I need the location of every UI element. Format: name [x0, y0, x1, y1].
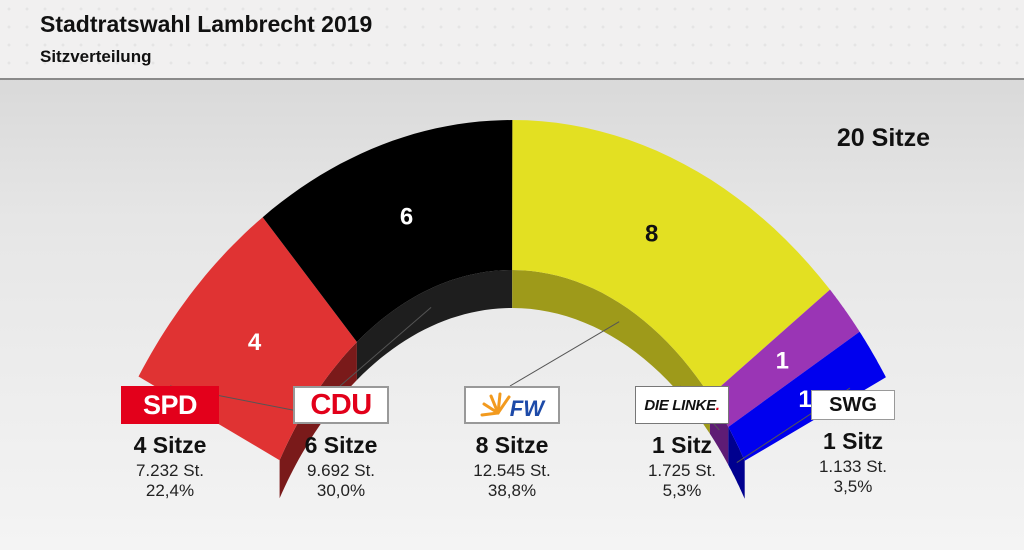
- segment-side-4: [728, 427, 745, 499]
- party-seats: 1 Sitz: [822, 428, 884, 454]
- party-percent: 30,0%: [316, 481, 366, 500]
- segment-label-1: 6: [400, 204, 413, 231]
- linke-logo-text: DIE LINKE: [644, 396, 716, 414]
- segment-label-4: 1: [798, 386, 811, 413]
- party-votes: 1.133 St.: [818, 457, 888, 476]
- fw-logo: FW: [464, 386, 560, 424]
- party-percent: 5,3%: [662, 481, 702, 500]
- leader-line-1: [339, 307, 432, 387]
- party-swg: SWG 1 Sitz 1.133 St. 3,5%: [773, 386, 933, 497]
- party-votes: 1.725 St.: [647, 461, 717, 480]
- segment-side-2: [512, 270, 710, 434]
- chart-subtitle: Sitzverteilung: [40, 47, 152, 66]
- party-seats: 4 Sitze: [133, 432, 207, 458]
- total-seats-label: 20 Sitze: [836, 124, 930, 152]
- party-seats: 8 Sitze: [475, 432, 549, 458]
- sun-rays-icon: [480, 392, 511, 417]
- party-fw: FW 8 Sitze 12.545 St. 38,8%: [432, 386, 592, 501]
- chart-title: Stadtratswahl Lambrecht 2019: [40, 11, 373, 37]
- party-percent: 22,4%: [145, 481, 195, 500]
- segment-1: [262, 120, 513, 342]
- segment-3: [709, 289, 860, 427]
- spd-logo: SPD: [121, 386, 219, 424]
- party-votes: 7.232 St.: [135, 461, 205, 480]
- party-votes: 9.692 St.: [306, 461, 376, 480]
- linke-logo-dot: .: [715, 396, 720, 414]
- party-cdu: CDU 6 Sitze 9.692 St. 30,0%: [261, 386, 421, 501]
- party-seats: 6 Sitze: [304, 432, 378, 458]
- party-seats: 1 Sitz: [651, 432, 713, 458]
- party-percent: 38,8%: [487, 481, 537, 500]
- segment-4: [728, 331, 886, 461]
- swg-logo: SWG: [811, 390, 895, 420]
- linke-logo: DIE LINKE.: [635, 386, 729, 424]
- segment-side-1: [356, 270, 513, 380]
- leader-line-2: [509, 321, 620, 387]
- cdu-logo: CDU: [293, 386, 389, 424]
- segment-label-2: 8: [645, 221, 658, 248]
- segment-label-3: 1: [776, 348, 789, 375]
- segment-labels: 4 6 8 11: [248, 204, 812, 413]
- segment-2: [512, 120, 830, 396]
- party-votes: 12.545 St.: [473, 461, 551, 480]
- party-spd: SPD 4 Sitze 7.232 St. 22,4%: [90, 386, 250, 501]
- party-linke: DIE LINKE. 1 Sitz 1.725 St. 5,3%: [602, 386, 762, 501]
- fw-logo-text: FW: [509, 396, 544, 421]
- party-percent: 3,5%: [833, 477, 873, 496]
- segment-label-0: 4: [248, 329, 262, 356]
- header-banner: Stadtratswahl Lambrecht 2019 Sitzverteil…: [0, 0, 1024, 80]
